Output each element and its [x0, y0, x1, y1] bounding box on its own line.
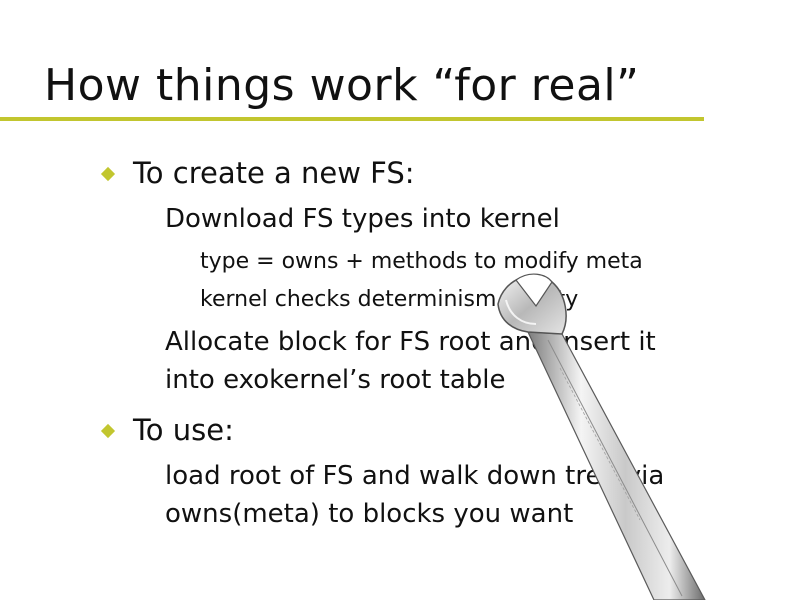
sub-allocate-block-cont: into exokernel’s root table	[165, 365, 506, 395]
slide-title: How things work “for real”	[44, 60, 640, 111]
bullet-to-use: To use:	[133, 413, 234, 447]
sub-download-types: Download FS types into kernel	[165, 204, 560, 234]
sub-allocate-block: Allocate block for FS root and insert it	[165, 327, 656, 357]
bullet-create-fs: To create a new FS:	[133, 156, 415, 190]
title-underline	[0, 117, 704, 121]
sub-load-root: load root of FS and walk down tree via	[165, 461, 665, 491]
sub-load-root-cont: owns(meta) to blocks you want	[165, 499, 574, 529]
sub-sub-type-owns: type = owns + methods to modify meta	[200, 249, 643, 274]
